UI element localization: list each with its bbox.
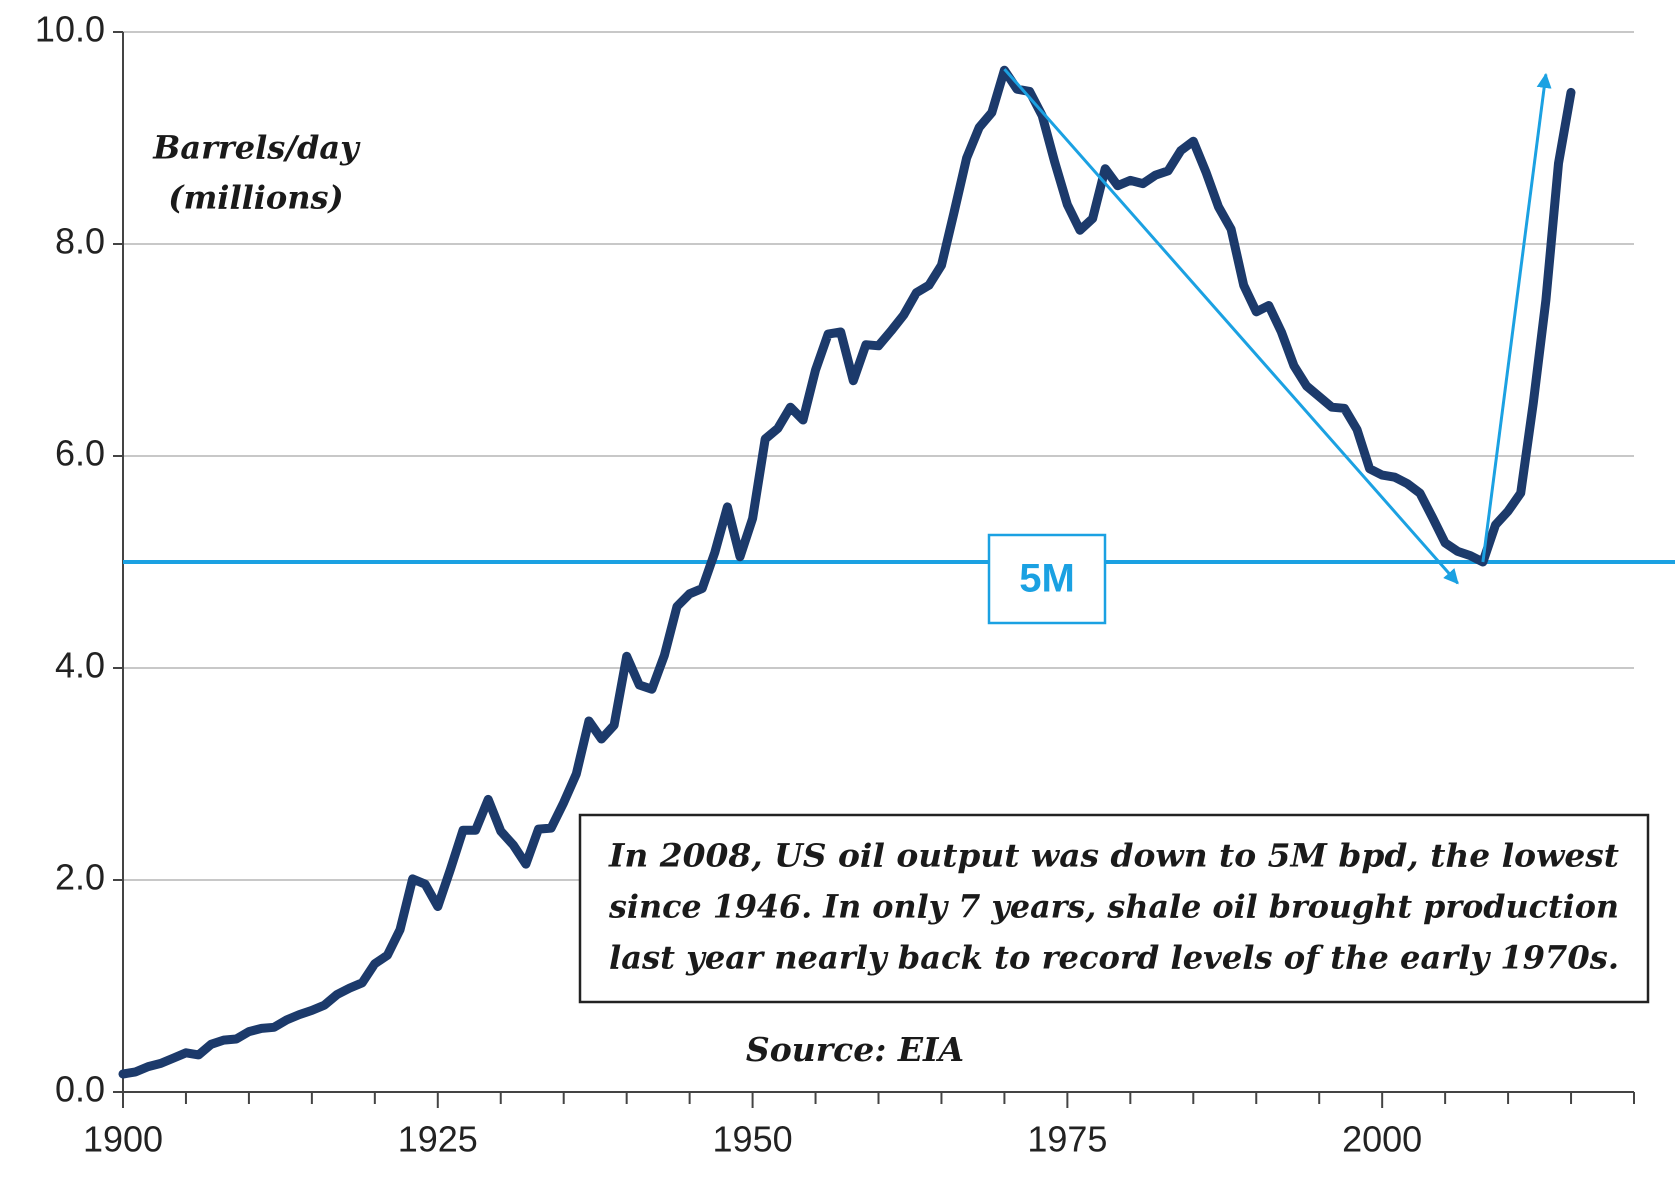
- y-axis-label: Barrels/day: [152, 129, 361, 167]
- y-tick-label: 8.0: [55, 221, 105, 262]
- production-line: [118, 65, 1576, 1079]
- reference-label: 5M: [1019, 557, 1075, 601]
- y-tick-label: 2.0: [55, 857, 105, 898]
- y-tick-label: 4.0: [55, 645, 105, 686]
- y-axis-label: (millions): [168, 179, 343, 217]
- annotation-box: [578, 813, 1650, 1004]
- trend-arrow: [1003, 68, 1459, 585]
- x-tick-label: 1950: [713, 1119, 793, 1160]
- annotation-text: In 2008, US oil output was down to 5M bp…: [608, 837, 1619, 875]
- y-tick-label: 10.0: [35, 9, 105, 50]
- trend-arrow: [1481, 72, 1552, 563]
- x-tick-label: 1900: [83, 1119, 163, 1160]
- y-tick-label: 0.0: [55, 1069, 105, 1110]
- x-tick-label: 2000: [1342, 1119, 1422, 1160]
- y-tick-label: 6.0: [55, 433, 105, 474]
- annotation-text: since 1946. In only 7 years, shale oil b…: [608, 888, 1619, 926]
- annotation-text: last year nearly back to record levels o…: [609, 939, 1619, 977]
- x-tick-label: 1975: [1027, 1119, 1107, 1160]
- x-tick-label: 1925: [398, 1119, 478, 1160]
- reference-label-box: [987, 533, 1107, 625]
- source: Source: EIA: [746, 1030, 964, 1069]
